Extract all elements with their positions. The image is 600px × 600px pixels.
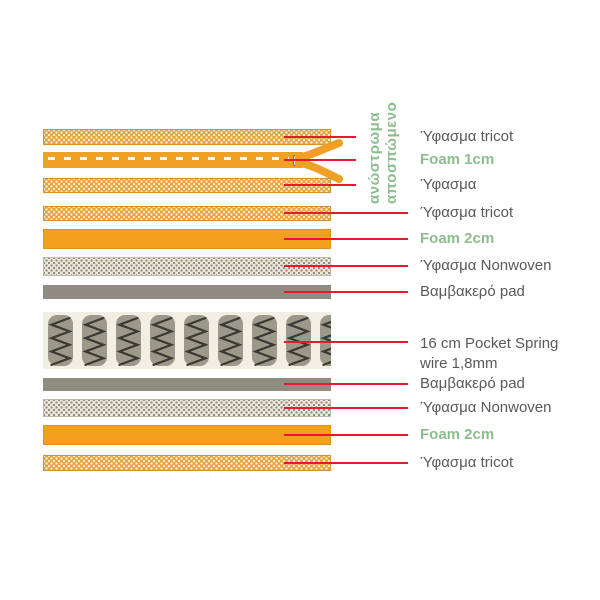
topper-note-line1: ανώστρωμα <box>366 111 383 204</box>
label-pocket-spring-line1: 16 cm Pocket Spring <box>420 335 559 352</box>
label-foam-2cm-lower: Foam 2cm <box>420 426 495 443</box>
label-nonwoven-lower: Ύφασμα Nonwoven <box>420 399 552 416</box>
layer-nonwoven-lower <box>43 399 331 417</box>
layer-foam-1cm <box>43 152 306 168</box>
layer-fabric-tricot-bottom <box>43 455 331 471</box>
label-foam-2cm-upper: Foam 2cm <box>420 230 495 247</box>
label-cotton-pad-lower: Βαμβακερό pad <box>420 375 525 392</box>
label-fabric-tricot-top: Ύφασμα tricot <box>420 128 514 145</box>
callout-line <box>284 136 356 138</box>
label-pocket-spring-line2: wire 1,8mm <box>420 355 498 372</box>
zipper-fork-icon <box>295 139 343 183</box>
callout-line <box>284 434 408 436</box>
layer-fabric-tricot-top <box>43 129 331 145</box>
zipper-teeth-icon <box>48 157 289 160</box>
layer-cotton-pad-upper <box>43 285 331 299</box>
callout-line <box>284 265 408 267</box>
callout-line <box>284 462 408 464</box>
callout-line <box>284 383 408 385</box>
topper-note-line2: αποσπώμενο <box>383 101 400 204</box>
label-foam-1cm: Foam 1cm <box>420 151 495 168</box>
layer-fabric-tricot-upper <box>43 206 331 221</box>
label-fabric-tricot-upper: Ύφασμα tricot <box>420 204 514 221</box>
label-nonwoven-upper: Ύφασμα Nonwoven <box>420 257 552 274</box>
layer-nonwoven-upper <box>43 257 331 276</box>
layer-cotton-pad-lower <box>43 378 331 391</box>
label-cotton-pad-upper: Βαμβακερό pad <box>420 283 525 300</box>
callout-line <box>284 184 356 186</box>
callout-line <box>284 341 408 343</box>
callout-line <box>284 291 408 293</box>
label-fabric: Ύφασμα <box>420 176 477 193</box>
pocket-spring-svg <box>43 312 331 369</box>
callout-line <box>284 238 408 240</box>
callout-line <box>284 407 408 409</box>
label-fabric-tricot-bottom: Ύφασμα tricot <box>420 454 514 471</box>
callout-line <box>284 159 356 161</box>
label-pocket-spring: 16 cm Pocket Spring wire 1,8mm <box>420 334 558 374</box>
callout-line <box>284 212 408 214</box>
layer-fabric <box>43 178 331 193</box>
